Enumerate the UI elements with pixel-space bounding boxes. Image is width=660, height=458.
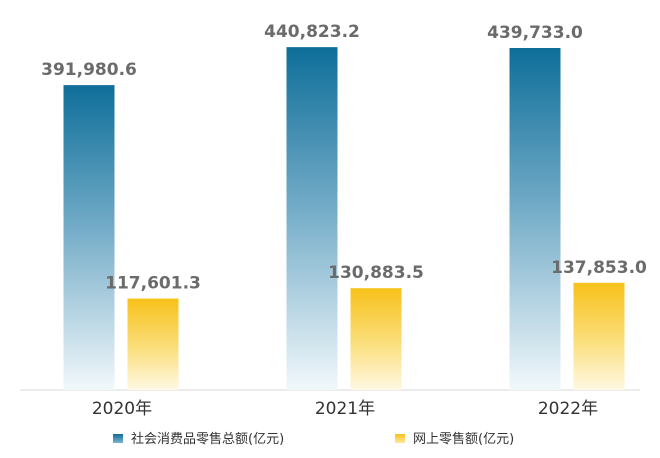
legend: 社会消费品零售总额(亿元) 网上零售额(亿元) <box>113 431 514 447</box>
data-label-total-retail-2: 439,733.0 <box>487 23 583 43</box>
bar-total-retail-2 <box>509 47 561 390</box>
legend-label-online-retail: 网上零售额(亿元) <box>413 431 514 447</box>
bars-group <box>63 47 625 391</box>
bar-total-retail-0 <box>63 85 115 391</box>
x-tick-label-2: 2022年 <box>538 399 598 419</box>
bar-online-retail-1 <box>350 288 402 390</box>
data-label-total-retail-0: 391,980.6 <box>41 60 137 80</box>
data-label-online-retail-2: 137,853.0 <box>551 258 647 278</box>
legend-swatch-total-retail <box>113 434 123 443</box>
data-label-online-retail-1: 130,883.5 <box>328 263 424 283</box>
bar-total-retail-1 <box>286 47 338 390</box>
data-label-total-retail-1: 440,823.2 <box>264 22 360 42</box>
data-label-online-retail-0: 117,601.3 <box>105 274 201 294</box>
legend-label-total-retail: 社会消费品零售总额(亿元) <box>131 431 284 447</box>
bar-online-retail-2 <box>573 282 625 390</box>
x-tick-labels-group: 2020年 2021年 2022年 <box>92 399 598 419</box>
value-labels-group: 391,980.6 117,601.3 440,823.2 130,883.5 439,… <box>41 22 647 293</box>
x-tick-label-1: 2021年 <box>315 399 375 419</box>
x-tick-label-0: 2020年 <box>92 399 152 419</box>
bar-online-retail-0 <box>127 298 179 390</box>
legend-swatch-online-retail <box>395 434 405 443</box>
